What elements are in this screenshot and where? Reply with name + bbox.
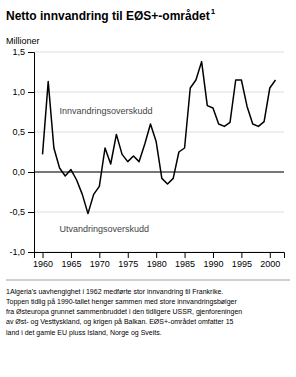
x-tick: 1985 <box>175 252 195 269</box>
x-tick-label: 1995 <box>232 259 252 269</box>
grid-line <box>34 52 284 53</box>
x-tick-mark <box>270 252 271 258</box>
grid-line <box>34 92 284 93</box>
y-tick-mark <box>28 52 34 53</box>
grid <box>34 52 284 252</box>
footnote: 1Algeria's uavhengighet i 1962 medførte … <box>6 288 242 337</box>
y-tick: 0,0 <box>12 167 34 177</box>
x-axis-line <box>35 253 285 259</box>
x-tick: 1975 <box>118 252 138 269</box>
x-tick-label: 1970 <box>90 259 110 269</box>
title: Netto innvandring til EØS+-området <box>6 9 210 23</box>
y-tick: -1,0 <box>9 247 34 257</box>
y-tick: 1,0 <box>12 87 34 97</box>
grid-line <box>34 132 284 133</box>
y-axis: -1,0 -0,5 0,0 0,5 1,0 1,5 <box>9 47 34 257</box>
x-tick: 1990 <box>203 252 223 269</box>
x-tick: 1960 <box>33 252 53 269</box>
y-tick-label: 0,5 <box>12 127 25 137</box>
y-tick-label: -0,5 <box>9 207 25 217</box>
y-tick-label: 1,0 <box>12 87 25 97</box>
x-tick-mark <box>43 252 44 258</box>
x-tick: 1980 <box>147 252 167 269</box>
x-tick: 1965 <box>61 252 81 269</box>
x-tick-mark <box>99 252 100 258</box>
y-tick-mark <box>28 132 34 133</box>
x-tick-label: 1960 <box>33 259 53 269</box>
y-tick: 1,5 <box>12 47 34 57</box>
data-line <box>43 62 276 214</box>
x-tick: 1970 <box>90 252 110 269</box>
background <box>0 0 296 377</box>
y-tick-mark <box>28 172 34 173</box>
footnote-line: av Øst- og Vesttyskland, og krigen på Ba… <box>6 318 234 326</box>
x-tick-label: 1985 <box>175 259 195 269</box>
y-tick-mark <box>28 212 34 213</box>
x-tick-label: 1975 <box>118 259 138 269</box>
x-tick-mark <box>213 252 214 258</box>
y-axis-line <box>28 53 35 253</box>
footnote-line: land i det gamle EU pluss Island, Norge … <box>6 329 162 337</box>
footnote-line: Toppen tidlig på 1990-tallet henger samm… <box>6 298 237 306</box>
y-tick: -0,5 <box>9 207 34 217</box>
plot <box>34 62 284 214</box>
y-tick-mark <box>28 92 34 93</box>
title-superscript: 1 <box>211 7 216 16</box>
x-tick-label: 1965 <box>61 259 81 269</box>
chart: 1960 1965 1970 1975 1980 1985 1990 1995 2000 -1,0… <box>0 0 296 377</box>
x-tick-mark <box>71 252 72 258</box>
x-tick-mark <box>156 252 157 258</box>
y-tick-mark <box>28 252 34 253</box>
annotation: Innvandringsoverskudd <box>60 106 153 116</box>
footnote-line: 1Algeria's uavhengighet i 1962 medførte … <box>6 288 223 296</box>
footnote-line: fra Østeuropa grunnet sammenbruddet i de… <box>6 308 242 316</box>
x-tick-mark <box>241 252 242 258</box>
y-axis-title: Millioner <box>6 36 40 46</box>
x-tick-mark <box>128 252 129 258</box>
y-tick: 0,5 <box>12 127 34 137</box>
y-tick-label: 1,5 <box>12 47 25 57</box>
x-tick-label: 1980 <box>147 259 167 269</box>
x-tick: 2000 <box>260 252 280 269</box>
x-tick-label: 2000 <box>260 259 280 269</box>
y-tick-label: 0,0 <box>12 167 25 177</box>
x-tick: 1995 <box>232 252 252 269</box>
y-tick-label: -1,0 <box>9 247 25 257</box>
x-axis: 1960 1965 1970 1975 1980 1985 1990 1995 2000 <box>33 252 284 269</box>
grid-line <box>34 212 284 213</box>
x-tick-label: 1990 <box>203 259 223 269</box>
x-tick-mark <box>185 252 186 258</box>
annotation: Utvandringsoverskudd <box>60 224 150 234</box>
separator <box>6 280 290 281</box>
